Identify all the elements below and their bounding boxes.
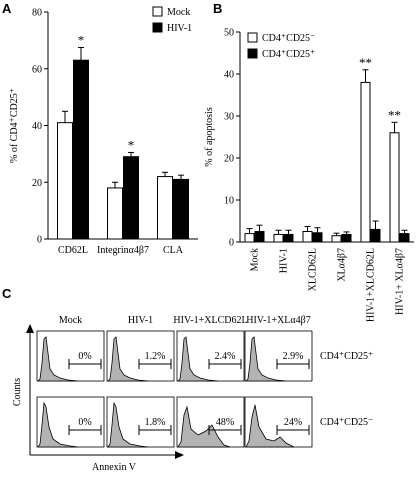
x-tick-label: CLA <box>163 245 184 256</box>
y-axis-label: Counts <box>12 378 23 406</box>
legend-label: Mock <box>167 7 190 18</box>
legend-label: CD4⁺CD25⁻ <box>262 33 315 44</box>
bar <box>123 156 139 240</box>
y-tick-label: 60 <box>32 64 42 75</box>
bar <box>173 178 189 240</box>
significance-marker: * <box>128 137 135 152</box>
x-tick-label: Integrinα4β7 <box>97 245 149 256</box>
significance-marker: * <box>78 32 85 47</box>
x-axis-arrow <box>175 451 184 459</box>
bar <box>73 59 89 240</box>
y-axis-arrow <box>26 324 34 333</box>
gate-percentage: 1.8% <box>145 417 166 428</box>
bar <box>57 122 73 240</box>
x-tick-label: CD62L <box>58 245 88 256</box>
y-axis-label: % of CD4⁺CD25⁺ <box>9 88 20 163</box>
column-label: HIV-1 <box>128 315 153 326</box>
column-label: HIV-1+XLα4β7 <box>246 315 310 326</box>
legend-swatch <box>247 32 258 43</box>
x-tick-label: HIV-1+XLCD62L <box>366 248 377 322</box>
bar <box>331 235 342 243</box>
y-tick-label: 30 <box>224 112 234 123</box>
y-tick-label: 20 <box>32 178 42 189</box>
gate-percentage: 48% <box>216 417 234 428</box>
panel-letter-c: C <box>2 286 12 301</box>
column-label: HIV-1+XLCD62L <box>173 315 247 326</box>
chart-b: 0 10 20 30 40 50 % of apoptosis Mock HIV-1 XLCD62… <box>204 28 414 322</box>
legend-swatch <box>152 22 163 33</box>
y-tick-label: 20 <box>224 154 234 165</box>
histogram-curve <box>245 404 295 448</box>
row-label: CD4⁺CD25⁺ <box>320 351 373 362</box>
gate-percentage: 2.9% <box>283 351 304 362</box>
histogram-curve <box>177 336 219 382</box>
legend-swatch <box>247 48 258 59</box>
bar <box>107 187 123 240</box>
bar <box>312 232 323 243</box>
gate-percentage: 2.4% <box>215 351 236 362</box>
histogram-curve <box>245 336 287 382</box>
bar <box>360 81 371 243</box>
x-tick-label: Mock <box>250 248 261 271</box>
bar <box>370 228 381 243</box>
bar <box>302 231 313 243</box>
gate-percentage: 0% <box>78 417 91 428</box>
y-tick-label: 40 <box>32 121 42 132</box>
y-tick-label: 80 <box>32 8 42 19</box>
legend-label: CD4⁺CD25⁺ <box>262 49 315 60</box>
row-label: CD4⁺CD25⁻ <box>320 417 373 428</box>
x-tick-label: XLα4β7 <box>337 248 348 282</box>
bar <box>341 233 352 243</box>
bar <box>254 231 265 243</box>
y-tick-label: 10 <box>224 196 234 207</box>
significance-marker: ** <box>359 55 372 70</box>
gate-percentage: 24% <box>284 417 302 428</box>
histogram-curve <box>107 336 149 382</box>
histogram-curve <box>37 401 79 448</box>
bar <box>273 233 284 243</box>
gate-percentage: 0% <box>78 351 91 362</box>
histogram-curve <box>37 336 79 382</box>
gate-percentage: 1.2% <box>145 351 166 362</box>
bar <box>389 132 400 243</box>
x-axis-label: Annexin V <box>92 462 137 473</box>
y-tick-label: 50 <box>224 28 234 39</box>
significance-marker: ** <box>388 107 401 122</box>
y-tick-label: 40 <box>224 70 234 81</box>
x-tick-label: XLCD62L <box>308 248 319 291</box>
column-label: Mock <box>59 315 82 326</box>
chart-a: 0 20 40 60 80 % of CD4⁺CD25⁺ CD62L Integrinα4β7… <box>9 6 198 256</box>
histogram-curve <box>107 401 149 448</box>
panel-letter-a: A <box>2 1 12 16</box>
y-tick-label: 0 <box>37 235 42 246</box>
bar <box>283 233 294 243</box>
legend-swatch <box>152 6 163 17</box>
panel-letter-b: B <box>213 1 222 16</box>
legend-label: HIV-1 <box>167 23 192 34</box>
x-tick-label: HIV-1 <box>279 248 290 273</box>
y-tick-label: 0 <box>229 238 234 249</box>
histogram-curve <box>177 405 231 448</box>
bar <box>244 233 255 243</box>
y-axis-label: % of apoptosis <box>204 107 215 167</box>
bar <box>399 233 410 243</box>
x-tick-label: HIV-1+ XLα4β7 <box>395 248 406 315</box>
bar <box>157 176 173 240</box>
